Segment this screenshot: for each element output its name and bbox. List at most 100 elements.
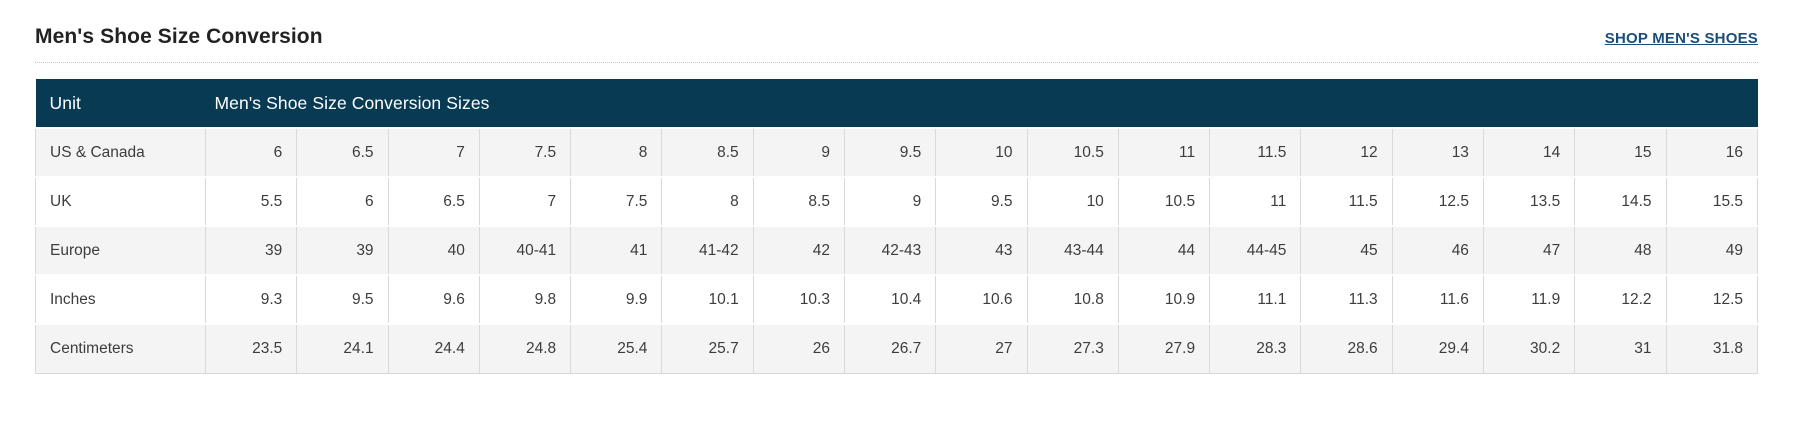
size-cell: 10 <box>935 127 1028 178</box>
size-cell: 9 <box>752 127 845 178</box>
size-cell: 27.9 <box>1117 323 1211 374</box>
size-cell: 9.5 <box>935 176 1028 227</box>
size-cell: 47 <box>1482 225 1576 276</box>
size-cell: 49 <box>1665 225 1758 276</box>
size-cell: 43-44 <box>1026 225 1119 276</box>
size-cell: 9.5 <box>296 274 389 325</box>
size-cell: 27 <box>935 323 1028 374</box>
size-cell: 9.9 <box>570 274 663 325</box>
size-cell: 30.2 <box>1482 323 1576 374</box>
size-cell: 40-41 <box>478 225 572 276</box>
size-cell: 12 <box>1300 127 1393 178</box>
size-cell: 9.6 <box>387 274 480 325</box>
size-cell: 25.4 <box>570 323 663 374</box>
size-cell: 48 <box>1574 225 1667 276</box>
size-cell: 9 <box>843 176 937 227</box>
size-cell: 15 <box>1574 127 1667 178</box>
table-row: US & Canada 6 6.5 7 7.5 8 8.5 9 9.5 10 10.5 11 11.5 1… <box>35 127 1758 178</box>
size-cell: 6 <box>204 127 298 178</box>
size-cell: 11.5 <box>1209 127 1302 178</box>
table-row: UK 5.5 6 6.5 7 7.5 8 8.5 9 9.5 10 10.5 11 11.5 12.5 13.… <box>35 176 1758 227</box>
size-cell: 7.5 <box>478 127 572 178</box>
size-cell: 31.8 <box>1665 323 1758 374</box>
size-cell: 11.1 <box>1209 274 1302 325</box>
table-row: Europe 39 39 40 40-41 41 41-42 42 42-43 43 43-44 44… <box>35 225 1758 276</box>
size-cell: 43 <box>935 225 1028 276</box>
size-cell: 11.3 <box>1300 274 1393 325</box>
size-cell: 12.5 <box>1665 274 1758 325</box>
row-label: US & Canada <box>35 127 206 178</box>
size-cell: 41-42 <box>661 225 754 276</box>
size-cell: 6.5 <box>296 127 389 178</box>
table-row: Centimeters 23.5 24.1 24.4 24.8 25.4 25.7 26 26.… <box>35 323 1758 374</box>
size-cell: 14 <box>1482 127 1576 178</box>
row-label: UK <box>35 176 206 227</box>
table-header-row: Unit Men's Shoe Size Conversion Sizes <box>35 79 1758 128</box>
size-cell: 7 <box>387 127 480 178</box>
size-cell: 42 <box>752 225 845 276</box>
conversion-table: Unit Men's Shoe Size Conversion Sizes US… <box>35 79 1758 374</box>
size-cell: 45 <box>1300 225 1393 276</box>
unit-header-cell: Unit <box>35 79 206 128</box>
size-cell: 31 <box>1574 323 1667 374</box>
row-label: Europe <box>35 225 206 276</box>
size-cell: 13.5 <box>1482 176 1576 227</box>
size-cell: 23.5 <box>204 323 298 374</box>
size-cell: 41 <box>570 225 663 276</box>
row-label: Inches <box>35 274 206 325</box>
size-cell: 7.5 <box>570 176 663 227</box>
page-title: Men's Shoe Size Conversion <box>35 25 323 48</box>
size-cell: 25.7 <box>661 323 754 374</box>
size-cell: 44-45 <box>1209 225 1302 276</box>
size-cell: 15.5 <box>1665 176 1758 227</box>
size-cell: 6 <box>296 176 389 227</box>
size-cell: 12.5 <box>1391 176 1484 227</box>
section-header: Men's Shoe Size Conversion SHOP MEN'S SH… <box>35 0 1758 63</box>
size-cell: 11.6 <box>1391 274 1484 325</box>
size-cell: 10 <box>1026 176 1119 227</box>
sizes-header-cell: Men's Shoe Size Conversion Sizes <box>205 79 1758 128</box>
size-cell: 10.5 <box>1117 176 1211 227</box>
size-cell: 29.4 <box>1391 323 1484 374</box>
size-cell: 9.5 <box>843 127 937 178</box>
size-cell: 11.5 <box>1300 176 1393 227</box>
size-cell: 7 <box>478 176 572 227</box>
size-cell: 44 <box>1117 225 1211 276</box>
size-cell: 11.9 <box>1482 274 1576 325</box>
size-cell: 28.6 <box>1300 323 1393 374</box>
size-cell: 39 <box>296 225 389 276</box>
row-label: Centimeters <box>35 323 206 374</box>
size-cell: 8 <box>570 127 663 178</box>
size-cell: 39 <box>204 225 298 276</box>
size-cell: 13 <box>1391 127 1484 178</box>
size-cell: 5.5 <box>204 176 298 227</box>
size-cell: 26.7 <box>843 323 937 374</box>
size-cell: 10.6 <box>935 274 1028 325</box>
size-cell: 10.9 <box>1117 274 1211 325</box>
size-cell: 9.3 <box>204 274 298 325</box>
size-cell: 42-43 <box>843 225 937 276</box>
size-cell: 46 <box>1391 225 1484 276</box>
size-cell: 27.3 <box>1026 323 1119 374</box>
size-cell: 6.5 <box>387 176 480 227</box>
size-cell: 24.8 <box>478 323 572 374</box>
size-cell: 10.3 <box>752 274 845 325</box>
conversion-table-body: US & Canada 6 6.5 7 7.5 8 8.5 9 9.5 10 10.5 11 11.5 1… <box>35 127 1758 374</box>
conversion-table-wrap: Unit Men's Shoe Size Conversion Sizes US… <box>35 79 1758 374</box>
size-cell: 8 <box>661 176 754 227</box>
size-cell: 26 <box>752 323 845 374</box>
size-cell: 14.5 <box>1574 176 1667 227</box>
size-cell: 9.8 <box>478 274 572 325</box>
size-cell: 8.5 <box>752 176 845 227</box>
size-cell: 8.5 <box>661 127 754 178</box>
size-cell: 12.2 <box>1574 274 1667 325</box>
size-cell: 10.8 <box>1026 274 1119 325</box>
size-cell: 16 <box>1665 127 1758 178</box>
shop-mens-shoes-link[interactable]: SHOP MEN'S SHOES <box>1604 30 1758 47</box>
size-cell: 11 <box>1209 176 1302 227</box>
size-cell: 40 <box>387 225 480 276</box>
size-cell: 10.1 <box>661 274 754 325</box>
table-row: Inches 9.3 9.5 9.6 9.8 9.9 10.1 10.3 10.4 10.6 10.… <box>35 274 1758 325</box>
size-cell: 10.4 <box>843 274 937 325</box>
size-cell: 28.3 <box>1209 323 1302 374</box>
